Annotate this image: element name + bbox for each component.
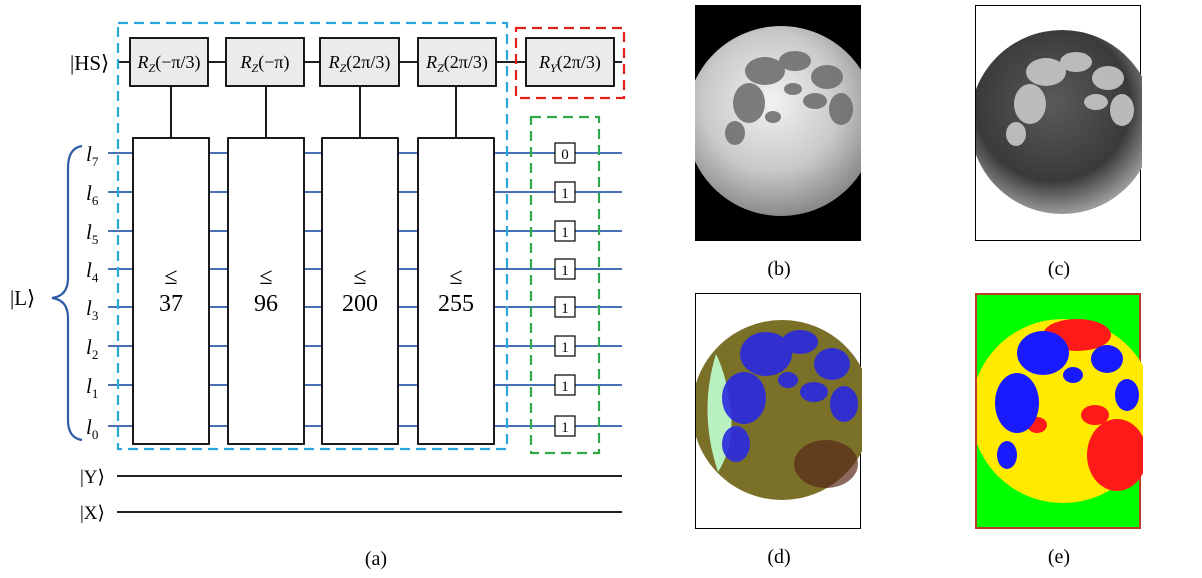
bit-box-3 [554,296,576,318]
bit-box-5 [554,220,576,242]
bit-value-6: 1 [561,186,569,202]
l-register-label: |L⟩ [10,286,35,310]
comparator-value-1: 37 [159,291,183,317]
bit-value-4: 1 [561,263,569,279]
moon-dark-region [794,440,858,488]
qubit-label-4: l4 [86,258,99,285]
rotation-y-region [514,26,626,100]
bit-value-boxes: 0 1 1 1 1 1 1 1 [554,142,576,437]
bit-values-region [529,115,601,455]
moon-blue-regions [722,330,858,462]
qubit-label-5: l5 [86,220,98,247]
comparator-symbol-4: ≤ [449,264,462,290]
bit-value-1: 1 [561,379,569,395]
x-label: |X⟩ [80,503,105,524]
qubit-label-0: l0 [86,415,98,442]
bit-value-0: 1 [561,420,569,436]
comparator-symbol-2: ≤ [259,264,272,290]
qubit-labels: l7 l6 l5 l4 l3 l2 l1 l0 [86,142,99,442]
rotation-gate-label-2: RZ(−π) [240,52,290,75]
bit-box-1 [554,374,576,396]
comparator-value-3: 200 [342,291,378,317]
caption-a: (a) [364,548,388,570]
comparator-block-4 [417,137,495,445]
comparator-value-4: 255 [438,291,474,317]
comparison-region [116,21,509,451]
bit-value-3: 1 [561,301,569,317]
qubit-label-1: l1 [86,374,98,401]
panel-b-original-moon [695,5,861,241]
panel-d-segmented-moon [695,293,862,529]
rotation-gates: RZ(−π/3) RZ(−π) RZ(2π/3) RZ(2π/3) RY(2π/3) [129,37,615,87]
rotation-gate-label-4: RZ(2π/3) [425,52,488,75]
caption-c: (c) [1047,258,1071,280]
moon-maria [725,51,853,145]
bit-box-0 [554,415,576,437]
rotation-gate-label-1: RZ(−π/3) [137,52,201,75]
rotation-gate-3 [319,37,400,87]
bit-box-4 [554,258,576,280]
qubit-label-6: l6 [86,181,99,208]
bit-value-7: 0 [561,147,569,163]
caption-b: (b) [767,258,791,280]
qubit-label-2: l2 [86,335,98,362]
y-label: |Y⟩ [80,467,105,488]
comparator-block-3 [321,137,399,445]
bit-value-2: 1 [561,340,569,356]
moon-blue-regions [995,331,1139,469]
comparator-value-2: 96 [254,291,278,317]
comparator-block-2 [227,137,305,445]
panel-e-classified-moon [975,293,1143,529]
bit-box-7 [554,142,576,164]
bit-value-5: 1 [561,225,569,241]
qubit-label-7: l7 [86,142,99,169]
comparator-symbol-3: ≤ [353,264,366,290]
rotation-gate-label-5: RY(2π/3) [538,52,601,75]
panel-c-inverted-moon [975,5,1142,241]
rotation-gate-5 [525,37,615,87]
caption-e: (e) [1047,546,1071,568]
hs-label: |HS⟩ [70,51,109,75]
rotation-gate-label-3: RZ(2π/3) [328,52,391,75]
bit-box-2 [554,335,576,357]
moon-maria [1006,52,1134,146]
rotation-gate-2 [225,37,305,87]
comparator-symbol-1: ≤ [164,264,177,290]
comparator-block-1 [132,137,210,445]
rotation-gate-1 [129,37,209,87]
qubit-label-3: l3 [86,296,98,323]
l-register-brace [51,144,83,442]
comparator-blocks: ≤37≤96≤200≤255 [132,137,495,445]
control-lines [170,85,457,138]
caption-d: (d) [767,546,791,568]
bit-box-6 [554,181,576,203]
rotation-gate-4 [417,37,497,87]
